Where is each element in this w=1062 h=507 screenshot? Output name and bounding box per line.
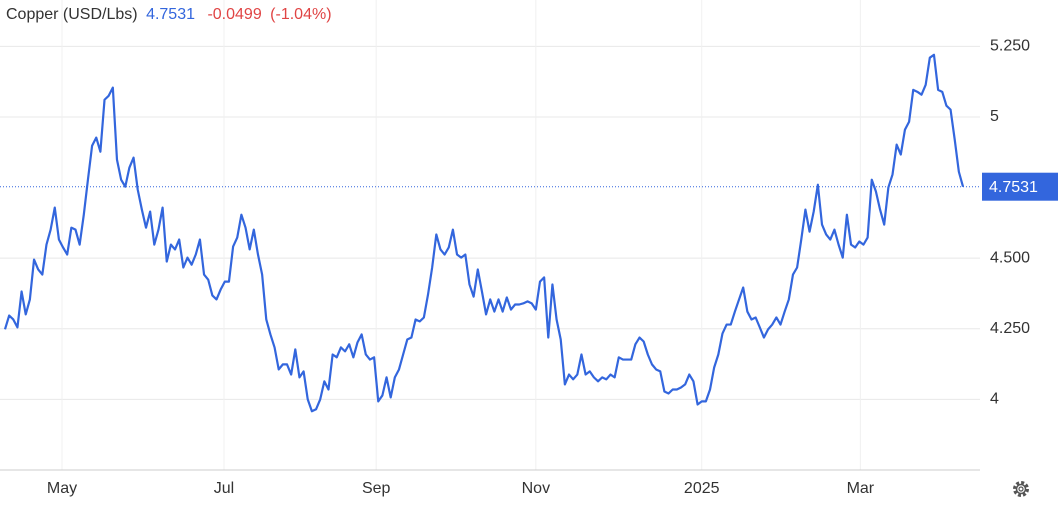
plot: 4 4.250 4.500 5 5.250 May Jul Sep Nov 2025 Mar 4.75… xyxy=(0,0,1058,497)
gear-teeth xyxy=(1013,481,1029,497)
y-tick-label: 4.250 xyxy=(990,320,1030,337)
x-tick-label: 2025 xyxy=(684,480,720,497)
price-line xyxy=(3,53,965,413)
y-tick-label: 5 xyxy=(990,108,999,125)
x-tick-label: Mar xyxy=(847,480,875,497)
x-tick-label: May xyxy=(47,480,77,497)
last-price-badge xyxy=(982,172,1058,201)
y-tick-label: 5.250 xyxy=(990,38,1030,55)
chart-header: Copper (USD/Lbs) 4.7531 -0.0499 (-1.04%) xyxy=(6,6,332,23)
gear-body xyxy=(1015,483,1027,495)
settings-button[interactable] xyxy=(1013,481,1029,497)
last-price-label: 4.7531 xyxy=(989,179,1038,196)
chart-title: Copper (USD/Lbs) xyxy=(6,6,138,23)
x-tick-label: Jul xyxy=(214,480,234,497)
last-price: 4.7531 xyxy=(146,6,195,23)
price-change: -0.0499 xyxy=(207,6,261,23)
x-tick-label: Sep xyxy=(362,480,391,497)
y-tick-label: 4 xyxy=(990,391,999,408)
price-change-percent: (-1.04%) xyxy=(270,6,331,23)
gear-hole xyxy=(1018,486,1024,492)
y-tick-label: 4.500 xyxy=(990,249,1030,266)
x-tick-label: Nov xyxy=(522,480,550,497)
